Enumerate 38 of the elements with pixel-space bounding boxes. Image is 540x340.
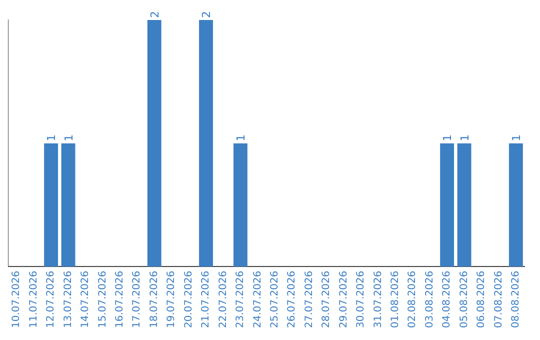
x-tick-label: 12.07.2026 xyxy=(46,270,57,328)
x-tick-label: 02.08.2026 xyxy=(407,270,418,328)
data-label: 1 xyxy=(45,134,58,142)
data-label: 1 xyxy=(510,134,523,142)
data-label: 2 xyxy=(148,11,162,18)
x-tick-label: 11.07.2026 xyxy=(28,270,40,328)
x-tick-label: 05.08.2026 xyxy=(458,270,470,328)
x-tick-label: 24.07.2026 xyxy=(252,270,264,328)
x-tick-label: 28.07.2026 xyxy=(321,270,332,328)
data-label: 1 xyxy=(234,134,248,142)
x-tick-label: 18.07.2026 xyxy=(148,270,160,328)
x-tick-label: 10.07.2026 xyxy=(11,270,22,328)
x-tick-label: 03.08.2026 xyxy=(424,270,436,328)
x-tick-label: 13.07.2026 xyxy=(62,270,74,328)
data-label: 1 xyxy=(458,134,472,142)
x-tick-label: 14.07.2026 xyxy=(80,270,92,328)
x-tick-label: 04.08.2026 xyxy=(442,270,453,328)
x-tick-label: 30.07.2026 xyxy=(356,270,367,328)
x-tick-label: 31.07.2026 xyxy=(372,270,384,328)
x-tick-label: 27.07.2026 xyxy=(304,270,315,328)
x-tick-label: 26.07.2026 xyxy=(286,270,298,328)
x-tick-label: 23.07.2026 xyxy=(235,270,246,328)
x-tick-label: 22.07.2026 xyxy=(218,270,229,328)
x-tick-label: 06.08.2026 xyxy=(476,270,488,328)
x-tick-label: 21.07.2026 xyxy=(200,270,212,328)
x-tick-label: 29.07.2026 xyxy=(338,270,350,328)
x-tick-label: 01.08.2026 xyxy=(390,270,401,328)
x-tick-label: 25.07.2026 xyxy=(269,270,280,328)
x-tick-label: 17.07.2026 xyxy=(132,270,143,328)
x-tick-label: 20.07.2026 xyxy=(183,270,194,328)
x-tick-label: 08.08.2026 xyxy=(510,270,522,328)
x-tick-label: 16.07.2026 xyxy=(114,270,126,328)
x-tick-label: 15.07.2026 xyxy=(97,270,108,328)
data-label: 2 xyxy=(200,11,214,18)
data-label: 1 xyxy=(441,134,454,142)
x-tick-label: 07.08.2026 xyxy=(493,270,504,328)
data-label: 1 xyxy=(62,134,76,142)
x-tick-label: 19.07.2026 xyxy=(166,270,178,328)
